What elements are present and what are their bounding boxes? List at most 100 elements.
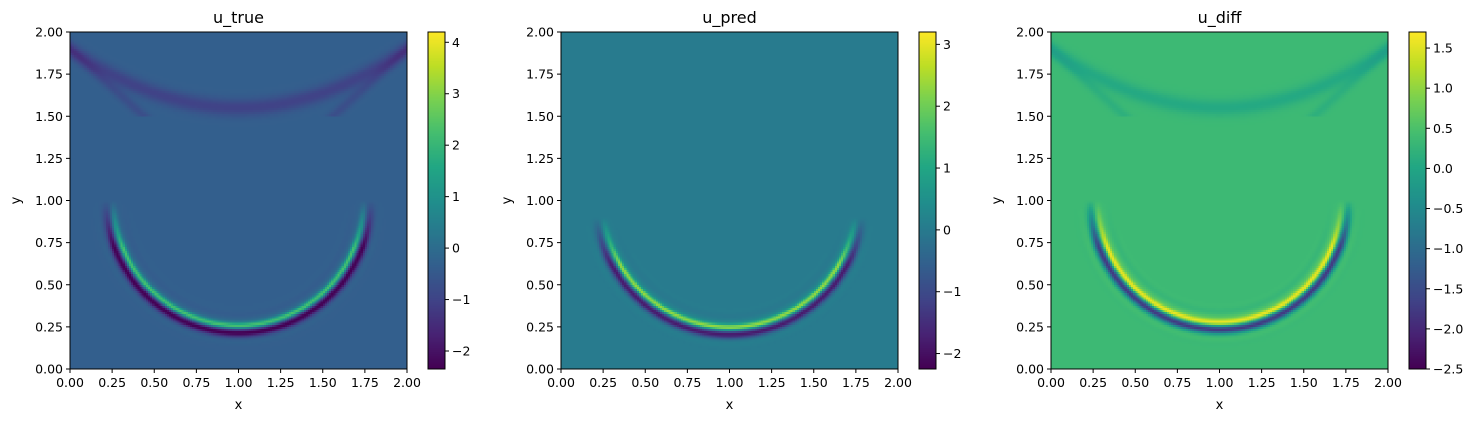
x-tick-label: 0.50 bbox=[631, 375, 659, 390]
y-tick-label: 1.00 bbox=[1016, 193, 1044, 208]
y-tick-label: 0.75 bbox=[1016, 235, 1044, 250]
x-axis-label: x bbox=[726, 398, 734, 413]
x-tick-label: 1.75 bbox=[351, 375, 379, 390]
y-tick-label: 0.50 bbox=[1016, 277, 1044, 292]
x-tick-label: 0.50 bbox=[1121, 375, 1149, 390]
colorbar: −2.5 −2.0 −1.5 −1.0 −0.5 0.0 0.5 1.0 1.5 bbox=[1408, 31, 1463, 377]
heatmap-image bbox=[561, 32, 898, 369]
y-tick-label: 1.75 bbox=[1016, 67, 1044, 82]
y-tick-label: 0.50 bbox=[35, 277, 63, 292]
colorbar-tick-label: 1 bbox=[943, 161, 951, 176]
x-tick-label: 0.25 bbox=[98, 375, 126, 390]
colorbar-gradient bbox=[919, 32, 936, 369]
colorbar-tick-label: 0 bbox=[452, 241, 460, 256]
colorbar: −2 −1 0 1 2 3 bbox=[918, 31, 961, 370]
x-tick-label: 1.25 bbox=[1248, 375, 1276, 390]
y-tick-label: 1.00 bbox=[526, 193, 554, 208]
chart-panel-u-pred: u_pred 0.00 0.25 0.50 0.75 1.00 1.25 1.50 1.75 2.… bbox=[500, 8, 961, 413]
colorbar-tick-label: −1.5 bbox=[1433, 281, 1463, 296]
y-tick-label: 0.25 bbox=[35, 319, 63, 334]
x-tick-label: 2.00 bbox=[884, 375, 912, 390]
x-axis-label: x bbox=[1216, 398, 1224, 413]
colorbar-frame bbox=[1408, 31, 1427, 370]
x-tick-label: 1.25 bbox=[758, 375, 786, 390]
y-axis-label: y bbox=[9, 196, 24, 204]
y-tick-label: 0.25 bbox=[1016, 319, 1044, 334]
x-tick-label: 1.50 bbox=[1290, 375, 1318, 390]
colorbar-tick-label: 4 bbox=[452, 35, 460, 50]
y-tick-label: 0.00 bbox=[526, 362, 554, 377]
colorbar-tick-label: −2.5 bbox=[1433, 362, 1463, 377]
y-axis-label: y bbox=[990, 196, 1005, 204]
y-tick-label: 1.50 bbox=[1016, 109, 1044, 124]
colorbar-tick-label: 0.0 bbox=[1433, 161, 1453, 176]
x-tick-label: 2.00 bbox=[393, 375, 421, 390]
colorbar-tick-label: −2.0 bbox=[1433, 321, 1463, 336]
y-tick-label: 2.00 bbox=[35, 25, 63, 40]
y-tick-label: 2.00 bbox=[526, 25, 554, 40]
colorbar-frame bbox=[918, 31, 937, 370]
x-tick-label: 1.00 bbox=[1206, 375, 1234, 390]
chart-panel-u-true: u_true 0.00 0.25 0.50 0.75 1.00 1.25 1.50 1.75 2.… bbox=[9, 8, 470, 413]
heatmap-image bbox=[1051, 32, 1388, 369]
chart-title: u_pred bbox=[702, 8, 757, 28]
colorbar-tick-label: −1 bbox=[943, 284, 961, 299]
y-tick-label: 0.25 bbox=[526, 319, 554, 334]
colorbar-tick-label: −1 bbox=[452, 292, 470, 307]
y-tick-label: 2.00 bbox=[1016, 25, 1044, 40]
colorbar-gradient bbox=[428, 32, 445, 369]
x-tick-label: 0.50 bbox=[140, 375, 168, 390]
x-tick-label: 1.75 bbox=[842, 375, 870, 390]
colorbar-tick-label: 0.5 bbox=[1433, 121, 1453, 136]
x-tick-label: 2.00 bbox=[1374, 375, 1402, 390]
y-tick-label: 0.00 bbox=[1016, 362, 1044, 377]
colorbar-tick-label: −0.5 bbox=[1433, 201, 1463, 216]
colorbar-tick-label: 1.5 bbox=[1433, 41, 1453, 56]
x-axis-label: x bbox=[235, 398, 243, 413]
x-tick-label: 1.50 bbox=[309, 375, 337, 390]
colorbar-tick-label: −2 bbox=[943, 346, 961, 361]
colorbar-tick-label: −2 bbox=[452, 343, 470, 358]
x-tick-label: 0.00 bbox=[547, 375, 575, 390]
colorbar-gradient bbox=[1409, 32, 1426, 369]
colorbar-frame bbox=[427, 31, 446, 370]
x-tick-label: 1.50 bbox=[800, 375, 828, 390]
colorbar-tick-label: 2 bbox=[452, 138, 460, 153]
y-tick-label: 0.75 bbox=[35, 235, 63, 250]
y-tick-label: 1.75 bbox=[526, 67, 554, 82]
x-tick-label: 0.25 bbox=[589, 375, 617, 390]
y-axis-label: y bbox=[500, 196, 515, 204]
x-tick-label: 0.75 bbox=[673, 375, 701, 390]
colorbar-tick-label: 3 bbox=[943, 37, 951, 52]
colorbar-tick-label: −1.0 bbox=[1433, 241, 1463, 256]
y-tick-label: 1.25 bbox=[35, 151, 63, 166]
y-tick-label: 1.25 bbox=[1016, 151, 1044, 166]
x-tick-label: 0.75 bbox=[182, 375, 210, 390]
x-tick-label: 1.00 bbox=[225, 375, 253, 390]
colorbar-tick-label: 3 bbox=[452, 86, 460, 101]
x-tick-label: 1.75 bbox=[1332, 375, 1360, 390]
x-tick-label: 1.00 bbox=[716, 375, 744, 390]
y-tick-label: 1.25 bbox=[526, 151, 554, 166]
x-tick-label: 0.00 bbox=[1037, 375, 1065, 390]
y-tick-label: 0.50 bbox=[526, 277, 554, 292]
chart-title: u_diff bbox=[1198, 8, 1243, 28]
colorbar-tick-label: 1 bbox=[452, 189, 460, 204]
colorbar-tick-label: 0 bbox=[943, 222, 951, 237]
y-tick-label: 1.50 bbox=[35, 109, 63, 124]
x-tick-label: 1.25 bbox=[267, 375, 295, 390]
heatmap-image bbox=[70, 32, 407, 369]
y-tick-label: 1.00 bbox=[35, 193, 63, 208]
y-tick-label: 1.50 bbox=[526, 109, 554, 124]
x-tick-label: 0.75 bbox=[1163, 375, 1191, 390]
x-tick-label: 0.00 bbox=[56, 375, 84, 390]
colorbar-tick-label: 1.0 bbox=[1433, 81, 1453, 96]
y-tick-label: 0.00 bbox=[35, 362, 63, 377]
chart-panel-u-diff: u_diff 0.00 0.25 0.50 0.75 1.00 1.25 1.50 1.75 2.… bbox=[990, 8, 1463, 413]
colorbar-tick-label: 2 bbox=[943, 99, 951, 114]
y-tick-label: 1.75 bbox=[35, 67, 63, 82]
x-tick-label: 0.25 bbox=[1079, 375, 1107, 390]
chart-title: u_true bbox=[213, 8, 264, 28]
colorbar: −2 −1 0 1 2 3 4 bbox=[427, 31, 470, 370]
